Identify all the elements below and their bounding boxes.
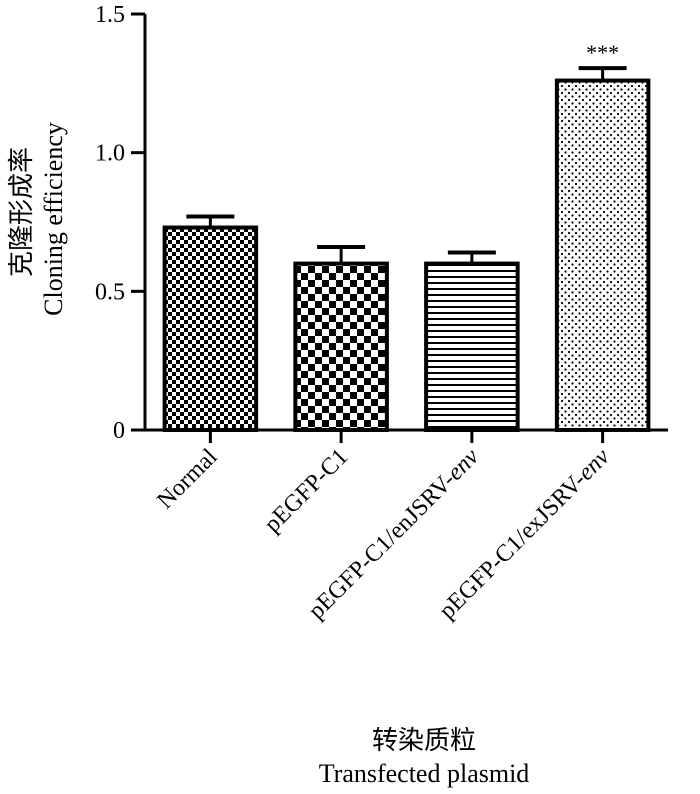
y-tick-label: 1.5 — [95, 2, 125, 28]
x-axis-title-chinese: 转染质粒 — [372, 726, 476, 755]
significance-annotations: *** — [586, 40, 619, 65]
x-tick-label: Normal — [152, 444, 222, 514]
bar-4 — [554, 78, 651, 432]
significance-marker: *** — [586, 40, 619, 65]
bars-layer — [162, 78, 651, 432]
y-axis-title-chinese: 克隆形成率 — [7, 147, 36, 277]
x-ticks: Normal pEGFP-C1pEGFP-C1/enJSRV-envpEGFP-C… — [152, 430, 615, 624]
y-tick-label: 0.5 — [95, 279, 125, 305]
x-axis-title-english: Transfected plasmid — [319, 759, 530, 788]
y-tick-label: 1.0 — [95, 141, 125, 167]
bar-2 — [293, 261, 389, 432]
x-tick-label: pEGFP-C1 — [260, 444, 354, 538]
bar-3 — [424, 261, 520, 432]
y-ticks: 0 0.5 1.0 1.5 — [95, 2, 145, 444]
bar-1 — [162, 225, 259, 432]
y-axis-title-english: Cloning efficiency — [39, 122, 68, 316]
y-tick-label: 0 — [113, 418, 125, 444]
error-bars-layer — [186, 66, 627, 264]
